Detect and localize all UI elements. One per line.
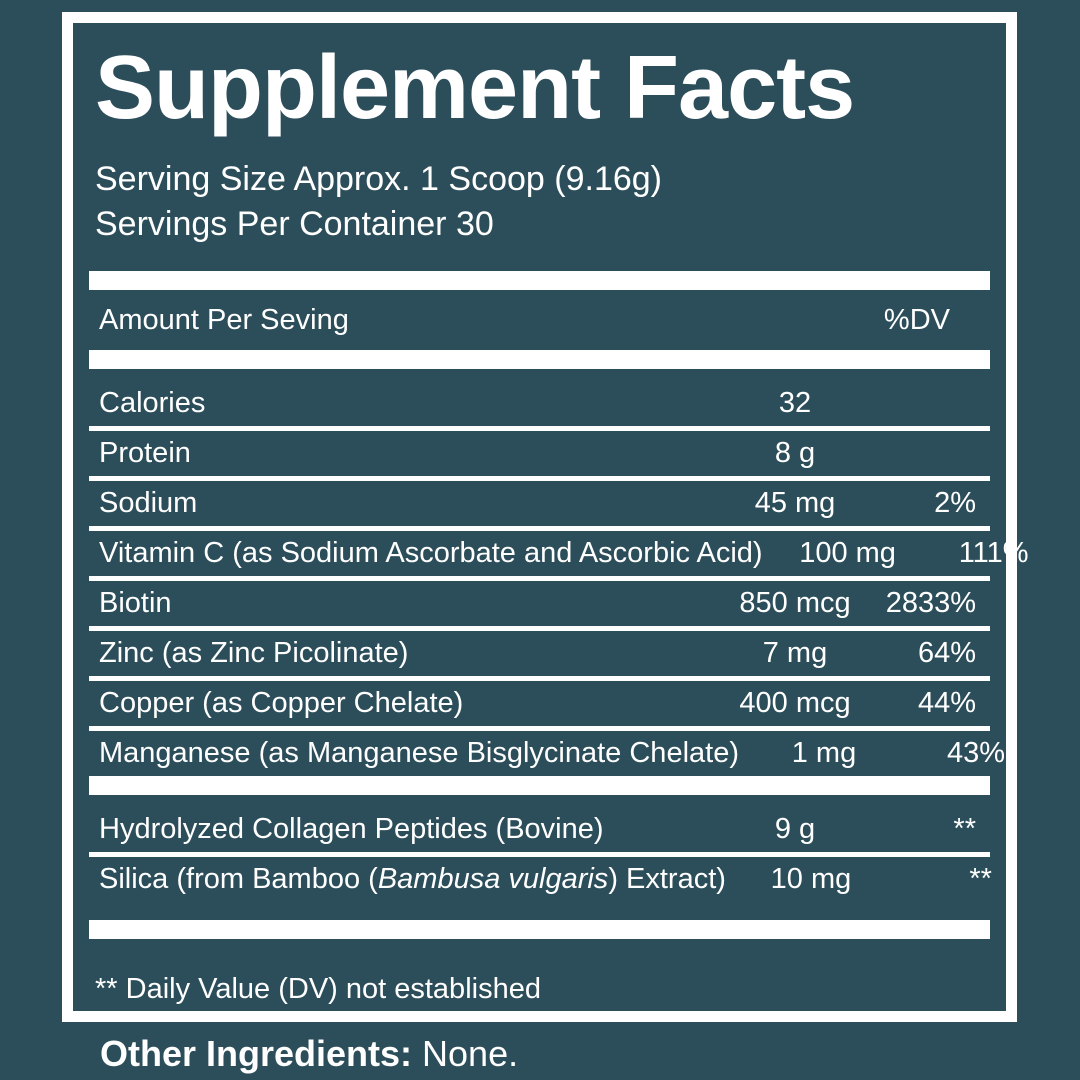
latin-name-italic: Bambusa vulgaris: [377, 863, 609, 895]
nutrient-row-manganese: Manganese (as Manganese Bisglycinate Che…: [89, 731, 1005, 776]
nutrient-name: Hydrolyzed Collagen Peptides (Bovine): [99, 813, 604, 845]
nutrient-amount: 850 mcg: [739, 587, 851, 619]
nutrient-row-zinc: Zinc (as Zinc Picolinate) 7 mg 64%: [89, 631, 990, 681]
nutrient-row-silica: Silica (from Bamboo (Bambusa vulgaris) E…: [89, 857, 992, 902]
panel-title: Supplement Facts: [95, 38, 855, 138]
nutrient-row-biotin: Biotin 850 mcg 2833%: [89, 581, 990, 631]
nutrient-dv: 111%: [958, 537, 1029, 569]
nutrient-amount: 9 g: [774, 813, 816, 845]
nutrient-name: Vitamin C (as Sodium Ascorbate and Ascor…: [99, 537, 763, 569]
other-ingredients-text: Other Ingredients: None.: [100, 1032, 518, 1076]
amount-header-label: Amount Per Seving: [99, 303, 349, 336]
servings-per-container-text: Servings Per Container 30: [95, 205, 494, 243]
nutrient-rows-main: Calories 32 Protein 8 g Sodium 45 mg 2% …: [89, 369, 1029, 776]
other-ingredients-label: Other Ingredients:: [100, 1033, 413, 1074]
nutrient-dv: 2833%: [885, 587, 976, 619]
nutrient-row-collagen: Hydrolyzed Collagen Peptides (Bovine) 9 …: [89, 807, 990, 857]
nutrient-amount: 8 g: [774, 437, 816, 469]
nutrient-row-sodium: Sodium 45 mg 2%: [89, 481, 990, 531]
nutrient-amount: 1 mg: [791, 737, 857, 769]
serving-info: Serving Size Approx. 1 Scoop (9.16g) Ser…: [95, 157, 990, 247]
nutrient-name: Biotin: [99, 587, 172, 619]
divider-bar-bottom: [89, 920, 990, 939]
nutrient-dv: 44%: [917, 687, 976, 719]
nutrient-name: Protein: [99, 437, 191, 469]
serving-size-text: Serving Size Approx. 1 Scoop (9.16g): [95, 160, 662, 198]
nutrient-name: Silica (from Bamboo (Bambusa vulgaris) E…: [99, 863, 726, 895]
divider-bar-mid: [89, 776, 990, 795]
nutrient-row-vitamin-c: Vitamin C (as Sodium Ascorbate and Ascor…: [89, 531, 1029, 581]
nutrient-rows-secondary: Hydrolyzed Collagen Peptides (Bovine) 9 …: [89, 795, 992, 902]
nutrient-name: Sodium: [99, 487, 198, 519]
nutrient-dv: **: [953, 813, 976, 845]
nutrient-name: Calories: [99, 387, 206, 419]
nutrient-row-protein: Protein 8 g: [89, 431, 990, 481]
divider-bar-under-header: [89, 350, 990, 369]
nutrient-name: Manganese (as Manganese Bisglycinate Che…: [99, 737, 739, 769]
supplement-facts-panel: Supplement Facts Serving Size Approx. 1 …: [62, 12, 1029, 1022]
nutrient-name: Copper (as Copper Chelate): [99, 687, 464, 719]
other-ingredients-value: None.: [412, 1033, 519, 1074]
nutrient-amount: 32: [778, 387, 812, 419]
nutrient-amount: 400 mcg: [739, 687, 851, 719]
nutrient-amount: 7 mg: [762, 637, 828, 669]
nutrient-name: Zinc (as Zinc Picolinate): [99, 637, 409, 669]
footnote-text: ** Daily Value (DV) not established: [95, 973, 541, 1005]
nutrient-dv: 2%: [934, 487, 976, 519]
nutrient-dv: **: [969, 863, 992, 895]
divider-bar-top: [89, 271, 990, 290]
nutrient-amount: 100 mg: [799, 537, 896, 569]
nutrient-table-header: Amount Per Seving %DV: [89, 290, 990, 350]
nutrient-amount: 10 mg: [770, 863, 852, 895]
nutrient-row-copper: Copper (as Copper Chelate) 400 mcg 44%: [89, 681, 990, 731]
nutrient-amount: 45 mg: [754, 487, 836, 519]
nutrient-row-calories: Calories 32: [89, 381, 990, 431]
nutrient-dv: 64%: [917, 637, 976, 669]
dv-header-label: %DV: [883, 303, 950, 336]
nutrient-dv: 43%: [946, 737, 1005, 769]
